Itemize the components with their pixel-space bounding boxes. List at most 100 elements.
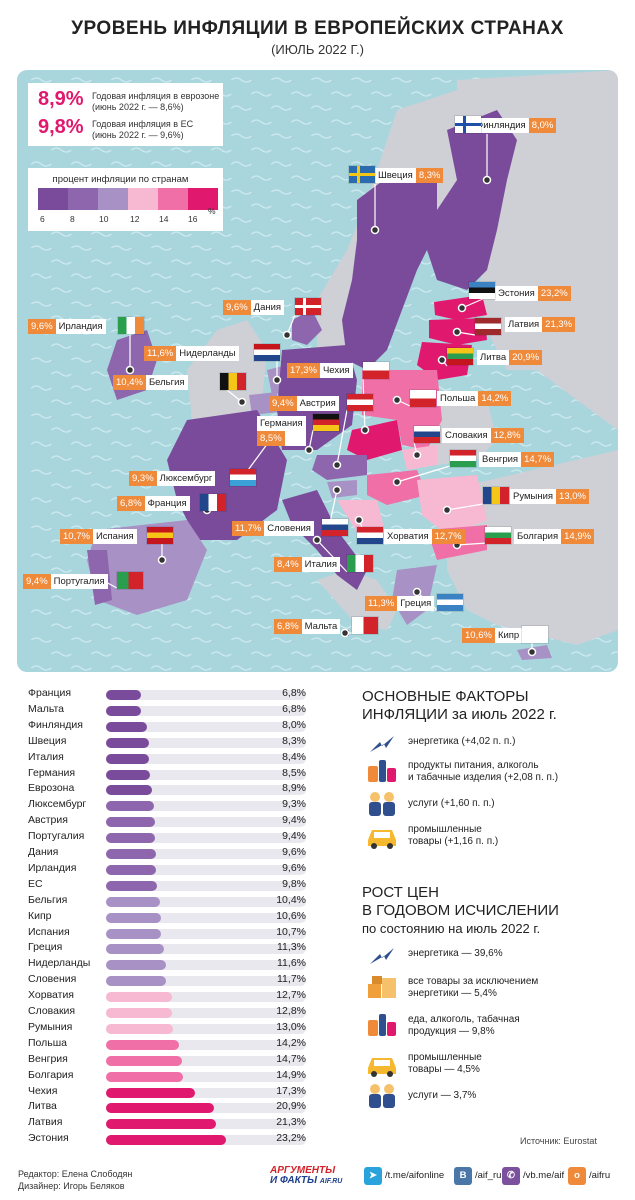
bar-track xyxy=(106,880,306,891)
flag-germany xyxy=(313,414,339,431)
bar xyxy=(106,1023,174,1034)
map-pointer-dot xyxy=(125,365,135,375)
map-label-germany: Германия 8,5% xyxy=(257,416,306,446)
bar xyxy=(106,817,155,828)
flag-croatia xyxy=(357,527,383,544)
bar-label: Словения xyxy=(28,973,77,986)
map-pointer-dot xyxy=(282,330,292,340)
bar xyxy=(106,976,167,987)
bar-track xyxy=(106,753,306,764)
bar-label: Португалия xyxy=(28,830,85,843)
bar xyxy=(106,849,156,859)
eu-text-1: Годовая инфляция в ЕС xyxy=(92,119,194,129)
flag-belgium xyxy=(220,373,246,390)
bar xyxy=(106,1119,217,1130)
map-label-austria: 9,4% Австрия xyxy=(269,396,339,411)
map-label-slovakia: Словакия 12,8% xyxy=(442,428,524,443)
workers-icon xyxy=(366,790,398,818)
flag-sweden xyxy=(349,166,375,183)
legend-tick: 16 xyxy=(188,214,198,224)
map-label-malta: 6,8% Мальта xyxy=(274,619,341,634)
flag-portugal xyxy=(117,572,143,589)
flag-slovakia xyxy=(414,426,440,443)
viber-icon: ✆ xyxy=(502,1167,520,1185)
growth-industrial-1: промышленные xyxy=(408,1052,482,1063)
growth-goods-2: энергетики — 5,4% xyxy=(408,988,497,999)
bar-track xyxy=(106,1119,306,1130)
bar xyxy=(106,992,172,1003)
bar-value: 21,3% xyxy=(276,1116,306,1129)
eurozone-text-1: Годовая инфляция в еврозоне xyxy=(92,91,220,101)
flag-denmark xyxy=(295,298,321,315)
bar-track xyxy=(106,1103,306,1114)
bar-track xyxy=(106,737,306,748)
bar-track xyxy=(106,849,306,859)
factors-title-1: ОСНОВНЫЕ ФАКТОРЫ xyxy=(362,688,529,705)
page-subtitle: (ИЮЛЬ 2022 Г.) xyxy=(271,42,364,57)
bar-track xyxy=(106,896,306,907)
bar-label: Дания xyxy=(28,846,59,858)
flag-italy xyxy=(347,555,373,572)
map-pointer-dot xyxy=(304,445,314,455)
map-label-ireland: 9,6% Ирландия xyxy=(28,319,106,334)
map-label-slovenia: 11,7% Словения xyxy=(232,521,314,536)
vk-link[interactable]: В/aif_ru xyxy=(454,1167,501,1185)
legend-swatch xyxy=(98,188,128,210)
color-legend: процент инфляции по странам 6 8 10 12 14… xyxy=(28,168,223,231)
map-label-italy: 8,4% Италия xyxy=(274,557,341,572)
bar-label: Нидерланды xyxy=(28,957,91,970)
growth-title-3: по состоянию на июль 2022 г. xyxy=(362,921,541,936)
bar-label: Ирландия xyxy=(28,861,77,874)
bar-track xyxy=(106,817,306,828)
map-canvas xyxy=(17,70,618,672)
summary-box: 8,9% Годовая инфляция в еврозоне (июнь 2… xyxy=(28,83,223,146)
viber-link[interactable]: ✆/vb.me/aif xyxy=(502,1167,564,1185)
map-pointer-dot xyxy=(312,535,322,545)
groceries-icon xyxy=(366,756,398,784)
car-icon xyxy=(366,822,398,850)
legend-tick: 12 xyxy=(130,214,140,224)
bar-label: Люксембург xyxy=(28,798,87,811)
bar-label: Бельгия xyxy=(28,893,68,906)
bar xyxy=(106,880,157,891)
map-label-lithuania: Литва 20,9% xyxy=(477,350,543,365)
bar xyxy=(106,705,142,716)
bar-value: 9,6% xyxy=(282,861,306,874)
editor-credit: Редактор: Елена Слободян xyxy=(18,1169,133,1179)
groceries-icon xyxy=(366,1010,398,1038)
map-pointer-dot xyxy=(442,505,452,515)
growth-food-2: продукция — 9,8% xyxy=(408,1026,495,1037)
bar-value: 12,8% xyxy=(276,1005,306,1017)
flag-greece xyxy=(437,594,463,611)
designer-credit: Дизайнер: Игорь Беляков xyxy=(18,1181,125,1191)
factor-food-1: продукты питания, алкоголь xyxy=(408,760,539,771)
bar-value: 13,0% xyxy=(276,1020,306,1033)
bar-value: 20,9% xyxy=(276,1100,306,1113)
flag-slovenia xyxy=(322,519,348,536)
flag-netherlands xyxy=(254,344,280,361)
bar-label: Греция xyxy=(28,941,63,954)
bar-track xyxy=(106,705,306,716)
bar-label: Хорватия xyxy=(28,989,74,1002)
map-label-denmark: 9,6% Дания xyxy=(223,300,285,315)
factor-industrial-1: промышленные xyxy=(408,824,482,835)
bar-track xyxy=(106,1023,306,1034)
map-label-cyprus: 10,6% Кипр xyxy=(462,628,523,643)
eu-value: 9,8% xyxy=(38,116,84,138)
map-pointer-dot xyxy=(437,355,447,365)
telegram-link[interactable]: ➤/t.me/aifonline xyxy=(364,1167,444,1185)
bar-label: Румыния xyxy=(28,1020,73,1033)
bar-value: 14,2% xyxy=(276,1036,306,1049)
map-pointer-dot xyxy=(340,628,350,638)
legend-tick: 6 xyxy=(40,214,45,224)
vk-icon: В xyxy=(454,1167,472,1185)
ok-link[interactable]: о/aifru xyxy=(568,1167,610,1185)
bar-value: 8,4% xyxy=(282,750,306,763)
bar-track xyxy=(106,928,306,939)
map-pointer-dot xyxy=(412,587,422,597)
flag-finland xyxy=(455,116,481,133)
growth-goods-1: все товары за исключением xyxy=(408,976,539,987)
bar-track xyxy=(106,944,306,955)
map-pointer-dot xyxy=(272,375,282,385)
aif-logo[interactable]: АРГУМЕНТЫ И ФАКТЫ AIF.RU xyxy=(270,1165,343,1186)
